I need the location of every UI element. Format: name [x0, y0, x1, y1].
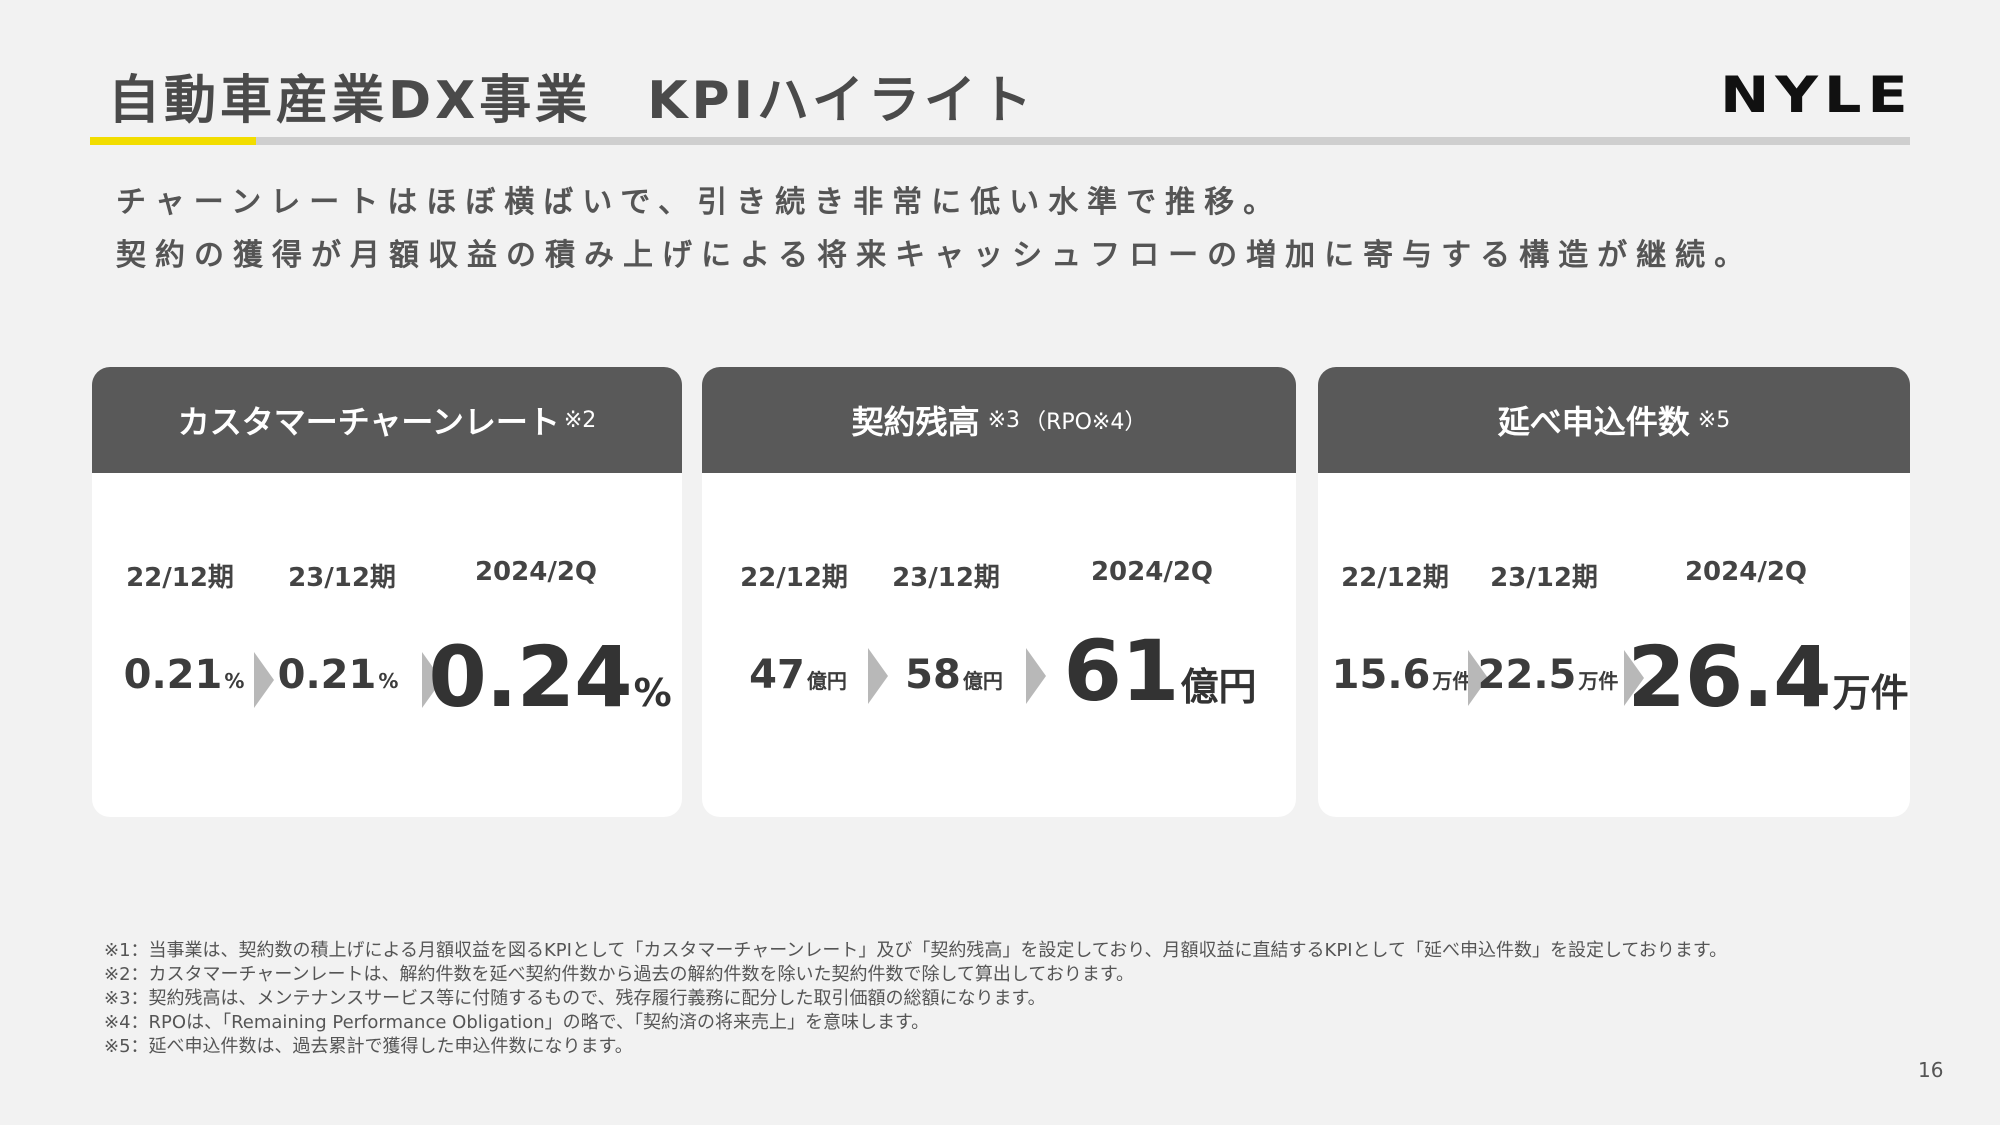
kpi-card-note: ※3: [987, 407, 1021, 433]
title-underline-accent: [90, 137, 256, 145]
nyle-logo: NYLE: [1720, 66, 1914, 124]
arrow-right-icon: [254, 652, 274, 708]
kpi-card-header: 延べ申込件数 ※5: [1318, 367, 1910, 473]
page-title: 自動車産業DX事業 KPIハイライト: [108, 71, 1036, 131]
arrow-right-icon: [1026, 648, 1046, 704]
arrow-right-icon: [422, 652, 442, 708]
kpi-card-note-rpo: （RPO※4）: [1024, 410, 1147, 435]
kpi-card-header: 契約残高 ※3 （RPO※4）: [702, 367, 1296, 473]
period-label: 22/12期: [740, 563, 848, 593]
kpi-value-current: 61億円: [1063, 622, 1257, 720]
kpi-value: 15.6 万件: [1331, 652, 1473, 698]
footnote: ※2：カスタマーチャーンレートは、解約件数を延べ契約件数から過去の解約件数を除い…: [104, 964, 1135, 985]
kpi-card-header: カスタマーチャーンレート ※2: [92, 367, 682, 473]
kpi-card-note: ※2: [563, 407, 597, 433]
kpi-value-current: 0.24%: [428, 628, 672, 726]
kpi-card-title: 契約残高: [851, 403, 980, 441]
kpi-card-note: ※5: [1697, 407, 1731, 433]
arrow-right-icon: [868, 648, 888, 704]
footnote: ※4：RPOは、「Remaining Performance Obligatio…: [104, 1012, 930, 1033]
kpi-value: 0.21%: [123, 652, 245, 698]
lead-line-1: チャーンレートはほぼ横ばいで、引き続き非常に低い水準で推移。: [116, 185, 1283, 220]
kpi-card-title: 延べ申込件数: [1497, 403, 1690, 441]
page-number: 16: [1918, 1058, 1944, 1082]
lead-line-2: 契約の獲得が月額収益の積み上げによる将来キャッシュフローの増加に寄与する構造が継…: [116, 238, 1754, 273]
period-label: 23/12期: [892, 563, 1000, 593]
kpi-value: 47 億円: [749, 652, 847, 698]
kpi-card-contract-backlog: 契約残高 ※3 （RPO※4）: [702, 367, 1296, 817]
arrow-right-icon: [1468, 650, 1488, 706]
kpi-value: 58 億円: [905, 652, 1003, 698]
kpi-value-current: 26.4万件: [1627, 628, 1909, 726]
period-label: 2024/2Q: [1090, 557, 1214, 587]
kpi-value: 22.5 万件: [1477, 652, 1619, 698]
footnote: ※5：延べ申込件数は、過去累計で獲得した申込件数になります。: [104, 1036, 633, 1057]
kpi-card-title: カスタマーチャーンレート: [177, 403, 560, 441]
lead-text: チャーンレートはほぼ横ばいで、引き続き非常に低い水準で推移。 契約の獲得が月額収…: [116, 176, 1753, 282]
period-label: 23/12期: [288, 563, 396, 593]
period-label: 23/12期: [1490, 563, 1598, 593]
kpi-card-churn-rate: カスタマーチャーンレート ※2: [92, 367, 682, 817]
kpi-value: 0.21%: [277, 652, 399, 698]
period-label: 2024/2Q: [1684, 557, 1808, 587]
footnote: ※1：当事業は、契約数の積上げによる月額収益を図るKPIとして「カスタマーチャー…: [104, 940, 1728, 961]
period-label: 22/12期: [1341, 563, 1449, 593]
arrow-right-icon: [1624, 650, 1644, 706]
footnote: ※3：契約残高は、メンテナンスサービス等に付随するもので、残存履行義務に配分した…: [104, 988, 1046, 1009]
footnotes: ※1：当事業は、契約数の積上げによる月額収益を図るKPIとして「カスタマーチャー…: [104, 939, 1727, 1059]
period-label: 22/12期: [126, 563, 234, 593]
title-underline: [90, 137, 1910, 145]
period-label: 2024/2Q: [474, 557, 598, 587]
kpi-card-applications: 延べ申込件数 ※5: [1318, 367, 1910, 817]
